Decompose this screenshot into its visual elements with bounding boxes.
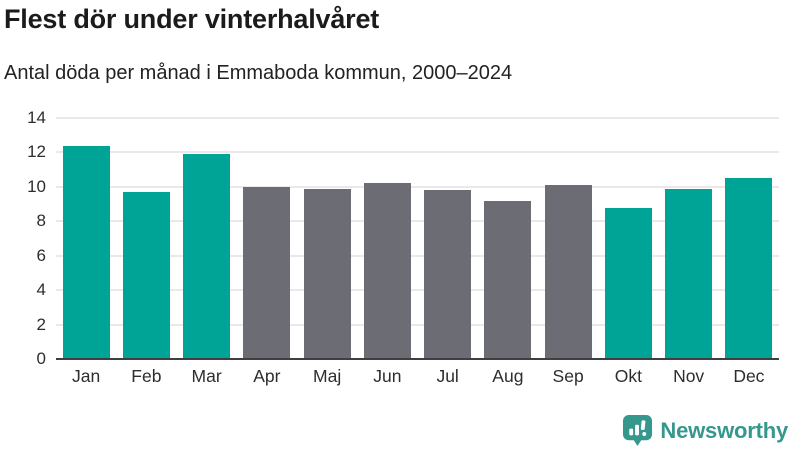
chart-subtitle: Antal döda per månad i Emmaboda kommun, … [4,62,513,84]
gridline-2 [56,323,779,326]
newsworthy-logo-text: Newsworthy [660,417,788,443]
x-tick-label-jan: Jan [72,366,101,386]
bar-jun [363,183,411,359]
bar-band-aug [478,118,538,359]
x-tick-label-jul: Jul [436,366,459,386]
x-tick-label-nov: Nov [673,366,705,386]
bar-band-apr [237,118,297,359]
gridline-4 [56,289,779,292]
y-tick-label: 12 [27,142,46,162]
bar-nov [665,188,713,359]
bar-band-feb [116,118,176,359]
bar-jan [62,145,110,359]
bar-band-dec [719,118,779,359]
y-tick-label: 10 [27,176,46,196]
y-axis-labels: 0 2 4 6 8 10 12 14 [0,108,46,368]
x-tick-label-apr: Apr [253,366,281,386]
gridline-14 [56,117,779,119]
gridline-8 [56,220,779,223]
gridline-6 [56,254,779,257]
bar-aug [484,200,532,359]
bar-band-jan [56,118,116,359]
gridline-12 [56,151,779,154]
bar-okt [604,207,652,359]
bar-band-maj [297,118,357,359]
x-axis-labels: Jan Feb Mar Apr Maj Jun Jul Aug Sep Okt Nov Dec [56,366,779,387]
x-tick-label-okt: Okt [614,366,642,386]
bar-maj [303,188,351,359]
bar-dec [725,178,773,359]
bar-sep [544,185,592,359]
x-tick-label-mar: Mar [191,366,222,386]
y-tick-label: 14 [27,108,46,127]
bar-band-jun [357,118,417,359]
bar-band-jul [418,118,478,359]
bar-apr [243,186,291,359]
y-tick-label: 2 [36,314,46,334]
y-tick-label: 4 [36,280,46,300]
x-tick-label-jun: Jun [373,366,402,386]
bar-band-mar [177,118,237,359]
chart-title: Flest dör under vinterhalvåret [4,4,380,34]
plot-area [56,117,779,360]
x-tick-label-sep: Sep [552,366,584,386]
bar-series [56,118,779,359]
bar-band-sep [538,118,598,359]
bar-feb [122,192,170,359]
bar-band-nov [659,118,719,359]
x-tick-label-dec: Dec [733,366,765,386]
y-tick-label: 0 [36,349,46,368]
bar-mar [183,154,231,359]
newsworthy-logo: Newsworthy [622,414,788,447]
bar-band-okt [598,118,658,359]
bar-jul [424,190,472,359]
newsworthy-logo-icon [623,415,653,446]
x-axis-line [56,358,779,360]
x-tick-label-feb: Feb [131,366,162,386]
y-tick-label: 6 [36,245,46,265]
x-tick-label-maj: Maj [313,366,342,386]
y-tick-label: 8 [36,211,46,231]
gridline-10 [56,185,779,188]
x-tick-label-aug: Aug [492,366,524,386]
